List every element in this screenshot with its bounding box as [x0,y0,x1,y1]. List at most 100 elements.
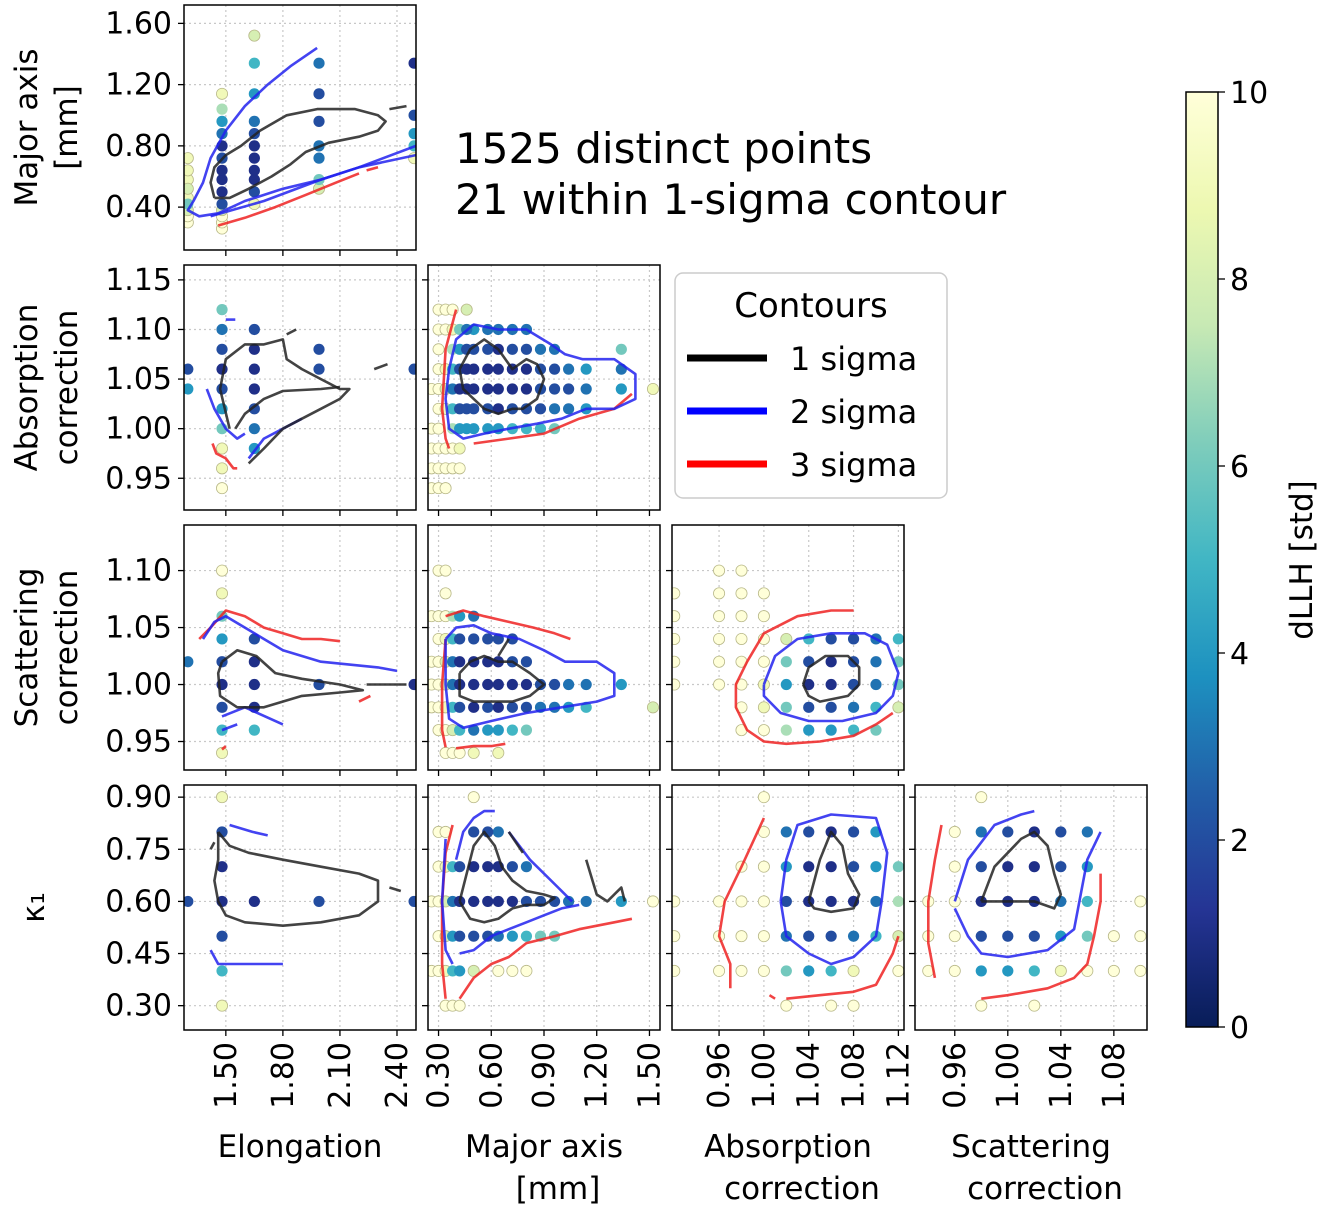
contour-sigma3 [927,824,943,979]
data-point [454,930,466,942]
data-point [672,678,681,691]
colorbar: 0 2 4 6 8 10 dLLH [std] [1185,76,1320,1046]
data-point [1054,964,1067,977]
contour-sigma1 [234,385,341,430]
contour-sigma3 [440,309,458,449]
data-point [482,633,494,645]
x-tick-label: 1.50 [632,1042,667,1109]
data-point [184,164,194,177]
data-point [580,383,592,395]
contour-sigma1 [286,328,297,336]
data-point [313,363,325,375]
data-point [1055,826,1067,838]
x-axis-label-major: Major axis [465,1129,623,1165]
data-point [506,930,518,942]
data-point [975,861,987,873]
data-point [646,701,659,714]
data-point [563,678,575,691]
data-point [580,363,592,375]
y-tick-label: 0.30 [105,989,172,1024]
y-tick-label: 0.75 [105,832,172,867]
data-point [520,383,533,395]
y-axis-label-major: Major axis [9,48,45,206]
contour-sigma1 [216,649,365,709]
y-tick-label: 0.60 [105,884,172,919]
data-point [948,964,961,977]
data-point [248,678,260,691]
data-point [825,678,837,691]
legend-label-1-sigma: 1 sigma [790,340,917,378]
data-point [216,343,228,355]
x-tick-label: 1.00 [747,1042,782,1109]
data-point [506,724,518,736]
data-point [468,678,480,691]
x-tick-label: 1.08 [837,1042,872,1109]
data-point [468,826,480,838]
data-point [520,724,533,736]
summary-annotation: 1525 distinct points 21 within 1-sigma c… [455,124,1007,224]
panel-elong-vs-k1: 0.30 0.45 0.60 0.75 0.90 1.50 1.80 2.10 2.40 [105,780,417,1109]
data-point [467,746,480,759]
panel-content [184,29,416,235]
contour-sigma2 [444,323,637,440]
data-point [534,423,547,435]
legend-title: Contours [734,286,887,326]
data-point [780,826,792,838]
data-point [735,930,748,943]
y-tick-label: 1.60 [105,6,172,41]
data-point [520,403,533,415]
data-point [408,128,416,140]
data-point [548,678,561,691]
data-point [803,930,815,942]
panel-scat-vs-k1: 0.96 1.00 1.04 1.08 [909,784,1148,1109]
data-point [468,633,480,645]
data-point [825,999,838,1012]
data-point [735,632,748,645]
data-point [975,826,987,838]
x-tick-label: 0.60 [474,1042,509,1109]
data-point [454,701,466,713]
data-point [975,965,987,977]
x-axis-label-abs: Absorption [704,1129,872,1165]
data-point [615,895,627,908]
panel-content [672,791,904,1012]
y-axis-label-scat: Scattering [9,568,45,728]
data-point [432,343,445,356]
data-point [313,115,325,127]
y-axis-label-k1: κ₁ [16,892,52,923]
contour-sigma2 [186,46,416,218]
y-tick-label: 1.05 [105,611,172,646]
summary-line-2: 21 within 1-sigma contour [455,175,1007,224]
data-point [825,656,837,668]
data-point [482,383,494,395]
data-point [468,363,480,375]
data-point [506,678,518,691]
data-point [803,965,815,977]
x-axis-label-abs: correction [724,1171,880,1207]
y-axis-label-major: [mm] [49,85,85,170]
data-point [216,304,228,316]
data-point [713,587,726,600]
data-point [248,164,260,176]
data-point [757,895,770,908]
legend-frame [674,272,948,499]
colorbar-tick-label: 2 [1230,824,1249,859]
y-tick-label: 1.10 [105,554,172,589]
data-point [482,343,494,355]
data-point [492,826,504,838]
y-tick-label: 0.95 [105,461,172,496]
colorbar-gradient [1185,91,1219,1028]
panel-frame [671,784,905,1031]
data-point [847,724,860,736]
contour-sigma1 [458,338,546,416]
data-point [757,655,770,668]
x-tick-label: 0.30 [422,1042,457,1109]
data-point [672,610,681,623]
data-point [248,186,260,198]
contour-sigma3 [221,745,227,751]
data-point [468,895,480,908]
contour-sigma1 [584,859,627,903]
data-point [825,633,837,645]
contour-sigma1 [213,831,380,927]
data-point [468,930,480,942]
